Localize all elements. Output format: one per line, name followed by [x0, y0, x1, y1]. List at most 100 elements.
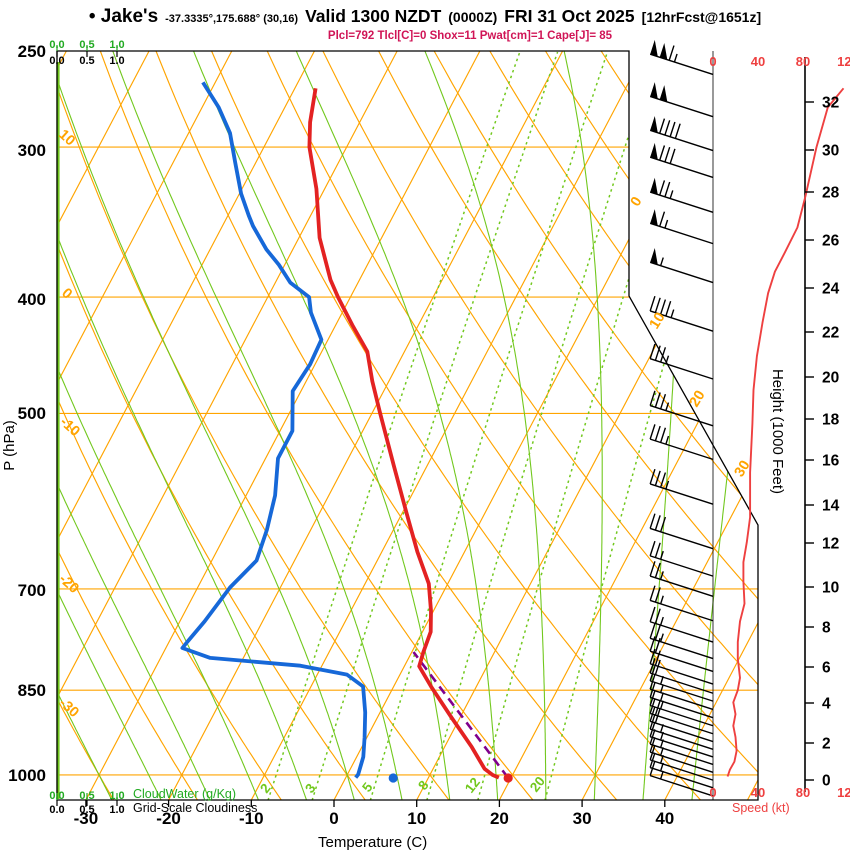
dry-adiabat-line: [57, 51, 366, 800]
cloudiness-scale-label: Grid-Scale Cloudiness: [133, 801, 258, 815]
barb-pennant: [650, 82, 658, 99]
barb-full: [654, 637, 661, 654]
barb-full: [649, 690, 656, 706]
moist-adiabat-line: [57, 51, 309, 800]
dry-adiabat-line: [62, 51, 534, 800]
moist-adiabat-line: [375, 51, 547, 800]
station-coordinates: -37.3335°,175.688° (30,16): [165, 13, 299, 25]
barb-half: [664, 219, 669, 229]
barb-full: [664, 181, 671, 198]
barb-full: [649, 729, 656, 745]
pressure-tick-label: 850: [18, 681, 46, 700]
surface-dewpoint-marker: [388, 773, 398, 783]
barb-full: [665, 301, 672, 317]
height-tick-label: 2: [822, 736, 831, 753]
cloudwater-scale-value: 0.5: [79, 39, 94, 51]
barb-full: [649, 674, 656, 690]
bullet-glyph: •: [88, 6, 96, 27]
barb-full: [654, 425, 661, 442]
barb-pennant: [650, 116, 658, 133]
mixing-ratio-label: 8: [415, 777, 432, 793]
height-tick-label: 14: [822, 498, 840, 515]
wind-barb: [649, 658, 714, 694]
barb-staff: [649, 191, 714, 214]
barb-full: [649, 468, 656, 485]
barb-staff: [649, 358, 714, 380]
barb-half: [665, 480, 670, 490]
barb-pennant: [650, 177, 658, 195]
barb-staff: [649, 637, 714, 660]
barb-half: [659, 675, 664, 685]
barb-full: [649, 744, 656, 761]
barb-staff: [649, 156, 714, 179]
wind-barb: [649, 737, 714, 774]
barb-staff: [649, 650, 714, 673]
temperature-tick-label: 20: [490, 809, 509, 828]
mixing-ratio-line: [477, 51, 700, 800]
barb-half: [659, 700, 664, 710]
speed-tick-label-top: 80: [796, 54, 810, 69]
pressure-tick-label: 500: [18, 404, 46, 423]
barb-staff: [649, 222, 714, 245]
barb-staff: [649, 53, 714, 76]
height-tick-label: 26: [822, 233, 840, 250]
barb-full: [649, 636, 656, 652]
barb-full: [654, 562, 661, 578]
barb-staff: [649, 555, 714, 577]
isotherm-line: [57, 51, 150, 800]
barb-pennant: [659, 85, 668, 102]
wind-barb: [649, 209, 714, 245]
pressure-tick-label: 300: [18, 141, 46, 160]
sounding-curves: [180, 81, 513, 783]
isotherm-border-label: 10: [647, 310, 669, 332]
dry-adiabat-line: [324, 51, 758, 800]
mixing-ratio-line: [369, 51, 609, 800]
barb-staff: [649, 720, 714, 743]
mixing-ratio-line: [267, 51, 521, 800]
isotherm-line: [168, 51, 564, 800]
barb-half: [665, 355, 670, 365]
barb-half: [659, 739, 664, 748]
height-tick-label: 32: [822, 95, 839, 112]
barb-pennant: [650, 142, 658, 160]
dry-adiabat-line: [114, 51, 618, 800]
barb-pennant: [650, 248, 658, 265]
temperature-tick-label: -30: [74, 809, 99, 828]
barb-half: [659, 595, 664, 605]
barb-staff: [649, 310, 714, 332]
wind-barb: [649, 248, 714, 284]
wind-barb: [649, 424, 714, 461]
barb-half: [665, 435, 670, 445]
dry-adiabat-line: [219, 51, 758, 800]
temperature-tick-label: 0: [329, 809, 338, 828]
isotherm-line: [581, 51, 758, 800]
cloudiness-scale-value: 1.0: [109, 55, 124, 67]
height-tick-label: 24: [822, 281, 840, 298]
speed-tick-label-bottom: 0: [709, 785, 716, 800]
barb-full: [654, 659, 661, 675]
dry-adiabat-line: [271, 51, 758, 800]
speed-tick-label-bottom: 40: [751, 785, 765, 800]
mixing-ratio-label: 20: [527, 774, 548, 795]
moist-adiabat-line: [73, 51, 404, 800]
barb-half: [659, 731, 664, 741]
wind-barb: [649, 606, 714, 643]
barb-half: [665, 402, 670, 411]
dry-adiabat-line: [376, 51, 758, 800]
barb-full: [659, 516, 667, 533]
temperature-curve: [307, 87, 500, 780]
wind-barb: [649, 39, 714, 76]
wind-barb: [649, 540, 714, 577]
barb-staff: [649, 438, 714, 461]
barb-full: [649, 424, 656, 440]
isotherm-border-label: 20: [687, 388, 709, 410]
wind-barb: [649, 721, 714, 758]
isotherm-line: [57, 51, 398, 800]
height-tick-label: 6: [822, 660, 831, 677]
dry-adiabat-line: [743, 51, 758, 800]
barb-half: [659, 754, 664, 764]
barb-full: [649, 698, 656, 714]
barb-full: [659, 427, 667, 443]
height-tick-label: 4: [822, 696, 831, 713]
